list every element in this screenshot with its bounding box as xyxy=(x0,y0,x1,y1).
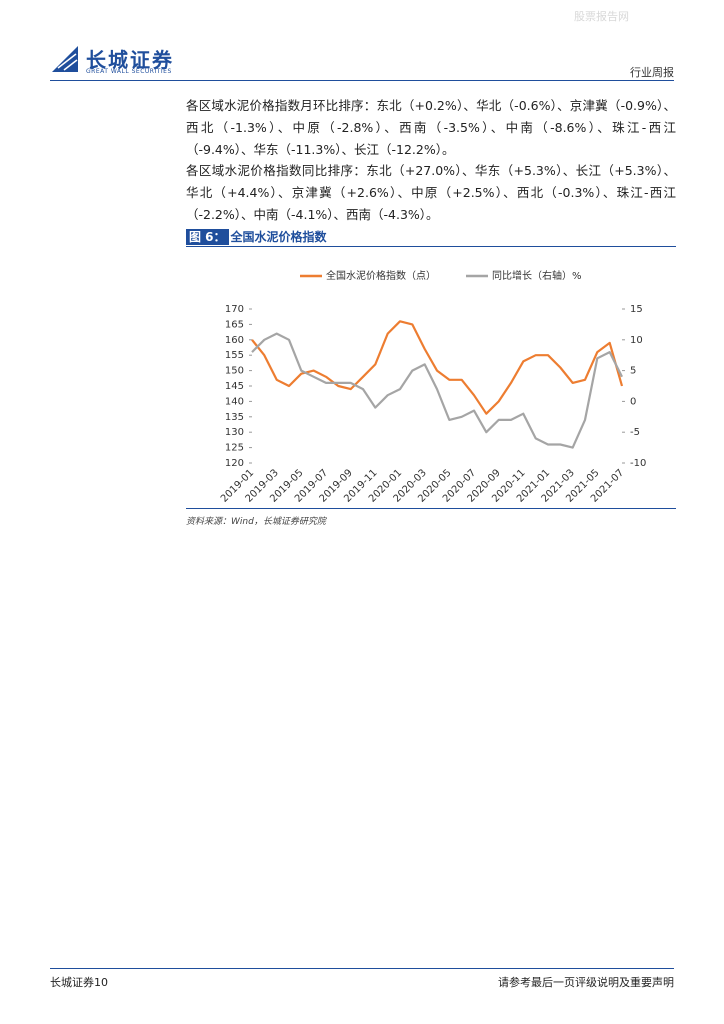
y-tick-label: 125 xyxy=(225,443,244,454)
paragraph: 各区域水泥价格指数月环比排序：东北（+0.2%）、华北（-0.6%）、京津冀（-… xyxy=(186,98,676,157)
y-tick-label: 165 xyxy=(225,319,244,330)
y-tick-label: 130 xyxy=(225,427,244,438)
y2-tick-label: 10 xyxy=(630,335,643,346)
figure-source: 资料来源：Wind，长城证券研究院 xyxy=(186,517,326,527)
report-type: 行业周报 xyxy=(630,66,674,79)
header-rule xyxy=(50,80,674,81)
figure-title: 图 6： 全国水泥价格指数 xyxy=(186,228,676,247)
chart: 120 125 130 135 140 145 150 155 160 165 170 -10 -5 0 5… xyxy=(219,269,646,505)
watermark: 股票报告网 xyxy=(574,10,629,23)
footer-rule xyxy=(50,968,674,969)
paragraph: 各区域水泥价格指数同比排序：东北（+27.0%）、华东（+5.3%）、长江（+5… xyxy=(186,163,676,222)
series-line xyxy=(251,320,624,415)
y-tick-label: 145 xyxy=(225,381,244,392)
logo-icon xyxy=(52,46,78,72)
legend-label: 全国水泥价格指数（点） xyxy=(326,269,436,282)
y2-tick-label: -10 xyxy=(630,458,646,469)
y2-tick-label: 0 xyxy=(630,396,636,407)
y-tick-label: 140 xyxy=(225,396,244,407)
logo-text: 长城证券 xyxy=(86,48,174,72)
y-tick-label: 170 xyxy=(225,304,244,315)
y-tick-label: 120 xyxy=(225,458,244,469)
y-tick-label: 155 xyxy=(225,350,244,361)
y-tick-label: 150 xyxy=(225,366,244,377)
figure-name: 全国水泥价格指数 xyxy=(230,230,327,244)
legend-label: 同比增长（右轴）% xyxy=(492,269,582,282)
y2-tick-label: 15 xyxy=(630,304,643,315)
y-tick-label: 135 xyxy=(225,412,244,423)
series-line xyxy=(251,332,623,449)
y2-tick-label: -5 xyxy=(630,427,640,438)
y-tick-label: 160 xyxy=(225,335,244,346)
footer-left: 长城证券10 xyxy=(50,976,108,989)
figure-label: 图 6： xyxy=(186,229,229,245)
figure-rule xyxy=(186,508,676,509)
logo-subtext: GREAT WALL SECURITIES xyxy=(86,68,172,75)
footer-right: 请参考最后一页评级说明及重要声明 xyxy=(498,976,674,989)
y2-tick-label: 5 xyxy=(630,366,636,377)
